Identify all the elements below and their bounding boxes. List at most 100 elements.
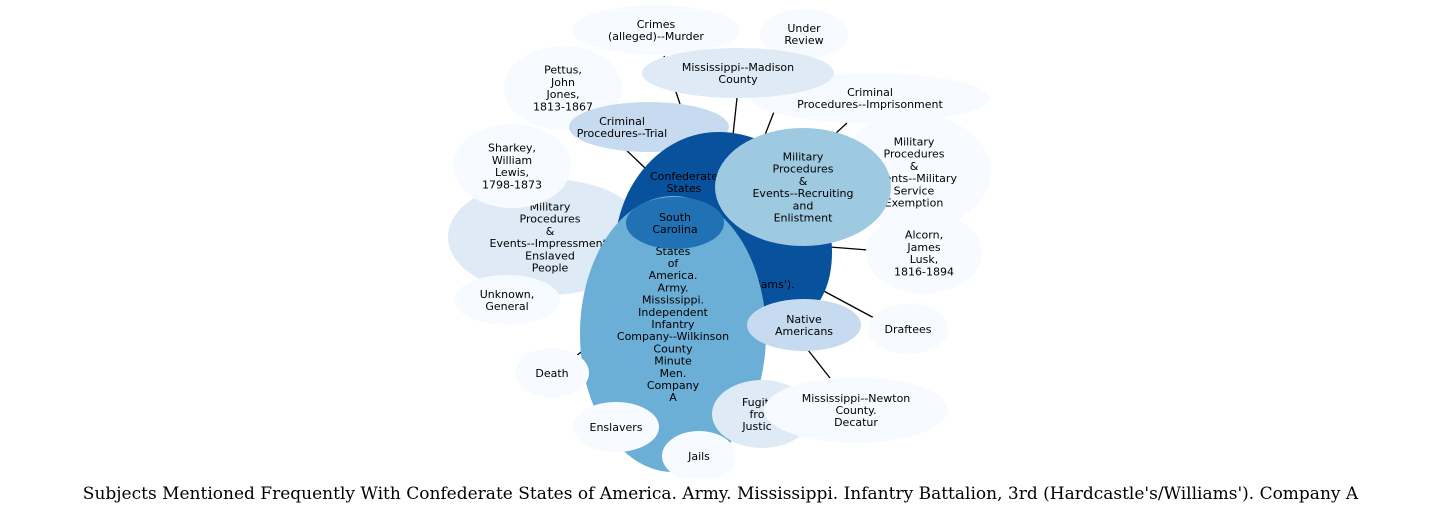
label-line: Americans <box>775 325 833 338</box>
node-native-americans-label: Native Americans <box>775 313 833 338</box>
node-criminal-imprisonment-label: Criminal Procedures--Imprisonment <box>797 86 943 111</box>
label-line: Mississippi--Newton <box>802 392 911 405</box>
label-line: Death <box>535 367 568 380</box>
label-line: & <box>799 175 808 188</box>
label-line: Draftees <box>885 323 932 336</box>
node-draftees-label: Draftees <box>885 323 932 336</box>
label-line: County. <box>835 404 876 417</box>
label-line: William <box>492 154 532 167</box>
label-line: 1816-1894 <box>894 265 954 278</box>
node-enslavers-label: Enslavers <box>590 421 643 434</box>
label-line: Exemption <box>885 197 944 210</box>
node-under-review[interactable]: Under Review <box>760 9 848 59</box>
node-newton-county[interactable]: Mississippi--Newton County. Decatur <box>764 377 948 443</box>
node-alcorn[interactable]: Alcorn, James Lusk, 1816-1894 <box>866 212 982 294</box>
label-line: Events--Impressment. <box>490 237 611 250</box>
label-line: Procedures <box>884 148 945 161</box>
label-line: People <box>532 262 569 275</box>
label-line: Lusk, <box>910 253 939 266</box>
label-line: General <box>485 300 528 313</box>
edge-newton-county <box>807 349 831 379</box>
label-line: Fugiti <box>742 396 772 409</box>
node-military-recruiting-label: Military Procedures & Events--Recruiting and… <box>752 151 853 225</box>
node-alcorn-label: Alcorn, James Lusk, 1816-1894 <box>894 229 954 279</box>
label-line: Crimes <box>637 18 676 31</box>
node-native-americans[interactable]: Native Americans <box>747 299 861 351</box>
label-line: Military <box>530 201 571 214</box>
node-death-label: Death <box>535 367 568 380</box>
subject-network-diagram: Crimes (alleged)--Murder Under Review Pett… <box>448 5 991 478</box>
node-military-exemption-label: Military Procedures & Events--Military Servi… <box>871 136 957 210</box>
edge-madison-county <box>732 97 738 136</box>
label-line: 1798-1873 <box>482 178 542 191</box>
label-line: Military <box>894 136 935 149</box>
label-line: Pettus, <box>544 64 582 77</box>
label-line: Native <box>786 313 822 326</box>
label-line: Independent <box>638 306 708 319</box>
node-military-impressment-label: Military Procedures & Events--Impressment. E… <box>490 201 611 275</box>
node-unknown-general-label: Unknown, General <box>480 288 535 313</box>
label-line: America. <box>649 269 698 282</box>
label-line: Enslaved <box>525 249 575 262</box>
label-line: Alcorn, <box>905 229 943 242</box>
label-line: 1813-1867 <box>533 100 593 113</box>
label-line: of <box>668 257 680 270</box>
label-line: Procedures <box>520 213 581 226</box>
label-line: Justic <box>741 420 771 433</box>
node-military-impressment[interactable]: Military Procedures & Events--Impressment. E… <box>448 179 648 295</box>
label-line: Procedures--Imprisonment <box>797 98 943 111</box>
label-line: Infantry <box>651 318 695 331</box>
label-line: Army. <box>657 281 688 294</box>
node-crimes-murder[interactable]: Crimes (alleged)--Murder <box>572 5 740 55</box>
node-south-carolina[interactable]: South Carolina <box>626 197 724 249</box>
label-line: Company--Wilkinson <box>617 330 729 343</box>
node-south-carolina-label: South Carolina <box>652 211 697 236</box>
label-line: Minute <box>654 355 692 368</box>
label-line: Service <box>894 184 935 197</box>
label-line: Unknown, <box>480 288 535 301</box>
edge-draftees <box>819 288 877 320</box>
label-line: Review <box>784 34 823 47</box>
node-madison-county-label: Mississippi--Madison County <box>682 61 794 86</box>
node-unknown-general[interactable]: Unknown, General <box>454 275 560 325</box>
edge-criminal-imprisonment <box>834 122 848 135</box>
node-wilkinson-company-label: States of America. Army. Mississippi. Indepen… <box>617 245 729 404</box>
label-line: Procedures <box>773 163 834 176</box>
node-enslavers[interactable]: Enslavers <box>573 402 659 452</box>
node-under-review-label: Under Review <box>784 22 823 47</box>
node-pettus[interactable]: Pettus, John Jones, 1813-1867 <box>504 46 622 130</box>
label-line: Company <box>647 379 700 392</box>
node-pettus-label: Pettus, John Jones, 1813-1867 <box>533 64 593 114</box>
label-line: Events--Military <box>871 172 957 185</box>
label-line: Mississippi--Madison <box>682 61 794 74</box>
node-draftees[interactable]: Draftees <box>868 304 948 354</box>
label-line: (alleged)--Murder <box>608 30 704 43</box>
edge-alcorn <box>829 246 869 251</box>
label-line: Jails <box>687 450 710 463</box>
node-madison-county[interactable]: Mississippi--Madison County <box>642 48 834 98</box>
node-jails[interactable]: Jails <box>662 431 736 478</box>
label-line: John <box>550 76 575 89</box>
label-line: County <box>653 342 693 355</box>
label-line: James <box>906 241 940 254</box>
node-military-recruiting[interactable]: Military Procedures & Events--Recruiting and… <box>715 128 891 246</box>
node-sharkey-label: Sharkey, William Lewis, 1798-1873 <box>482 142 542 192</box>
label-line: Decatur <box>834 416 878 429</box>
label-line: A <box>669 391 677 404</box>
label-line: Under <box>787 22 821 35</box>
label-line: Mississippi. <box>642 294 704 307</box>
label-line: fro <box>750 408 765 421</box>
label-line: Enlistment <box>774 212 834 225</box>
nodes: Crimes (alleged)--Murder Under Review Pett… <box>448 5 991 478</box>
label-line: Criminal <box>599 115 645 128</box>
label-line: South <box>659 211 691 224</box>
label-line: and <box>793 199 814 212</box>
node-newton-county-label: Mississippi--Newton County. Decatur <box>802 392 911 429</box>
node-confederate-states-label: Confederate States <box>650 170 718 195</box>
diagram-caption: Subjects Mentioned Frequently With Confe… <box>82 484 1359 504</box>
label-line: & <box>546 225 555 238</box>
node-death[interactable]: Death <box>515 348 589 398</box>
node-sharkey[interactable]: Sharkey, William Lewis, 1798-1873 <box>453 124 571 208</box>
label-line: Criminal <box>847 86 893 99</box>
label-line: Military <box>783 151 824 164</box>
